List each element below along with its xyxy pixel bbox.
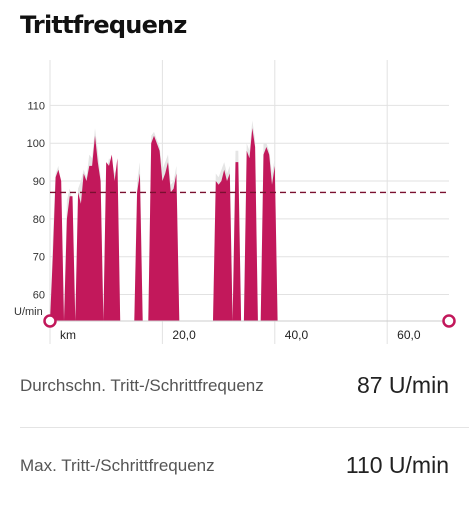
y-tick-label-3: 90: [33, 176, 45, 188]
y-tick-label-5: 110: [27, 100, 45, 112]
y-tick-label-1: 70: [33, 252, 45, 264]
y-tick-label-0: 60: [33, 290, 45, 302]
x-unit-label: km: [60, 328, 76, 342]
x-tick-label-2: 60,0: [397, 328, 421, 342]
average-cadence-value: 87 U/min: [356, 372, 449, 398]
cadence-chart: 60 70 80 90 100 110 20,0 40,0 60,0 U/min km: [14, 60, 456, 344]
max-cadence-value: 110 U/min: [345, 452, 449, 478]
x-tick-label-1: 40,0: [285, 328, 309, 342]
page-title: Trittfrequenz: [20, 11, 187, 39]
stat-row-average: Durchschn. Tritt-/Schrittfrequenz 87 U/m…: [20, 366, 449, 406]
x-tick-label-0: 20,0: [172, 328, 196, 342]
stats-divider: [20, 427, 469, 428]
range-start-marker: [43, 314, 57, 328]
y-tick-label-2: 80: [33, 214, 45, 226]
y-tick-label-4: 100: [27, 138, 45, 150]
y-unit-label: U/min: [14, 306, 43, 318]
range-end-marker: [442, 314, 456, 328]
stat-row-max: Max. Tritt-/Schrittfrequenz 110 U/min: [20, 446, 449, 486]
average-cadence-label: Durchschn. Tritt-/Schrittfrequenz: [20, 376, 264, 395]
cadence-area-primary: [50, 128, 449, 321]
max-cadence-label: Max. Tritt-/Schrittfrequenz: [20, 456, 215, 475]
